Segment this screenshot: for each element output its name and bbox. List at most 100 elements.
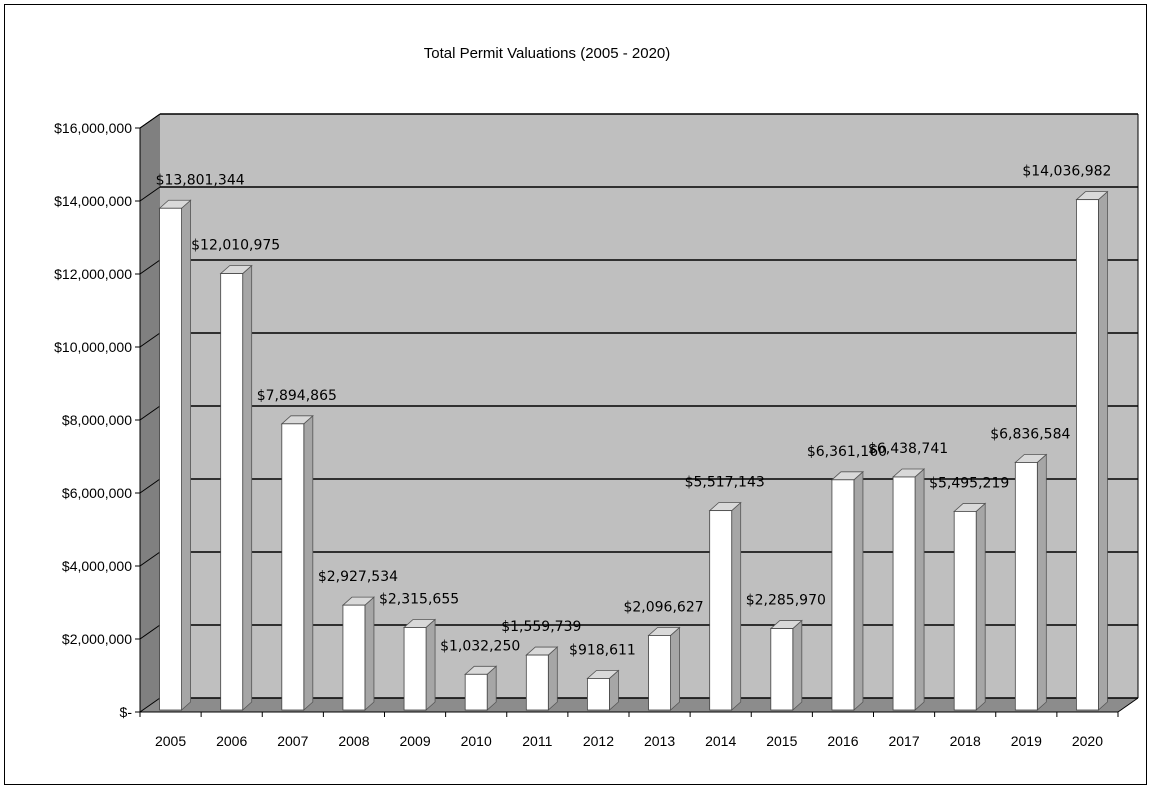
- x-tick-label: 2020: [1072, 733, 1103, 749]
- bar-2018: [953, 502, 987, 711]
- data-label: $1,032,250: [440, 638, 520, 654]
- bar-side: [547, 646, 558, 711]
- bar-side: [731, 501, 742, 711]
- bar-2019: [1014, 453, 1048, 711]
- bar-front: [403, 627, 427, 711]
- bar-side: [1036, 453, 1047, 711]
- bar-2012: [586, 669, 620, 711]
- y-tick-label: $4,000,000: [62, 558, 132, 574]
- bar-side: [670, 626, 680, 711]
- bar-2017: [892, 468, 926, 711]
- bar-2009: [403, 618, 437, 711]
- bar-side: [181, 199, 191, 711]
- data-label: $918,611: [569, 642, 636, 658]
- bars: [158, 190, 1109, 711]
- data-label: $5,517,143: [685, 475, 765, 491]
- x-tick-label: 2015: [766, 733, 797, 749]
- y-tick-label: $6,000,000: [62, 485, 132, 501]
- bar-2020: [1075, 190, 1109, 711]
- x-tick-label: 2013: [644, 733, 675, 749]
- x-tick-label: 2010: [461, 733, 492, 749]
- data-label: $2,096,627: [623, 599, 703, 615]
- gridline-side: [139, 551, 161, 567]
- gridline-side: [139, 332, 161, 348]
- bar-front: [648, 635, 671, 711]
- bar-side: [914, 468, 925, 711]
- y-tick-label: $8,000,000: [62, 412, 132, 428]
- floor: [140, 698, 1138, 712]
- y-tick-label: $12,000,000: [54, 266, 132, 282]
- gridline-side: [139, 624, 161, 640]
- data-label: $13,801,344: [156, 172, 245, 188]
- x-tick-label: 2012: [583, 733, 614, 749]
- bar-front: [892, 476, 916, 711]
- bar-front: [342, 604, 366, 711]
- bar-2006: [219, 264, 253, 711]
- gridline-side: [139, 697, 161, 713]
- gridline-side: [139, 186, 161, 202]
- data-label: $1,559,739: [501, 619, 581, 635]
- y-axis: $- $2,000,000 $4,000,000 $6,000,000 $8,000,0…: [54, 120, 141, 720]
- x-tick-label: 2019: [1011, 733, 1042, 749]
- bar-2008: [341, 596, 375, 711]
- bar-front: [709, 510, 733, 711]
- y-tick-label: $-: [120, 704, 133, 720]
- data-label: $7,894,865: [257, 388, 337, 404]
- y-tick-label: $14,000,000: [54, 193, 132, 209]
- data-label: $5,495,219: [929, 475, 1009, 491]
- floor-edge: [1117, 697, 1139, 713]
- y-tick-label: $2,000,000: [62, 631, 132, 647]
- gridline-side: [139, 405, 161, 421]
- bar-front: [159, 207, 182, 711]
- bar-side: [364, 596, 375, 711]
- bar-side: [1098, 190, 1108, 711]
- bar-2016: [830, 470, 864, 711]
- bar-2007: [280, 414, 314, 711]
- data-labels: $13,801,344 $12,010,975 $7,894,865 $2,927,5…: [156, 164, 1112, 659]
- bar-side: [975, 502, 986, 711]
- wall-edge: [139, 113, 161, 129]
- data-label: $6,836,584: [990, 426, 1070, 442]
- x-tick-label: 2009: [399, 733, 430, 749]
- bar-front: [831, 479, 855, 711]
- data-label: $14,036,982: [1022, 164, 1111, 180]
- bar-front: [220, 273, 244, 711]
- bar-front: [587, 678, 610, 711]
- y-tick-label: $10,000,000: [54, 339, 132, 355]
- x-tick-label: 2006: [216, 733, 247, 749]
- data-label: $2,285,970: [746, 593, 826, 609]
- bar-2015: [769, 619, 803, 711]
- x-tick-label: 2017: [888, 733, 919, 749]
- bar-2013: [647, 626, 681, 711]
- bar-front: [525, 654, 549, 711]
- gridline-side: [139, 478, 161, 494]
- bar-2010: [464, 665, 498, 711]
- gridline-side: [139, 259, 161, 275]
- y-tick-label: $16,000,000: [54, 120, 132, 136]
- data-label: $2,315,655: [379, 591, 459, 607]
- data-label: $12,010,975: [191, 238, 280, 254]
- bar-front: [770, 628, 794, 711]
- x-tick-label: 2016: [827, 733, 858, 749]
- bar-side: [242, 264, 253, 711]
- x-tick-label: 2018: [950, 733, 981, 749]
- bar-side: [792, 619, 803, 711]
- x-tick-label: 2011: [522, 733, 552, 749]
- x-tick-label: 2005: [155, 733, 186, 749]
- bar-2005: [158, 199, 192, 711]
- data-label: $6,361,160: [807, 444, 887, 460]
- bar-front: [1076, 199, 1099, 711]
- data-label: $2,927,534: [318, 569, 398, 585]
- data-label: $6,438,741: [868, 441, 948, 457]
- x-tick-label: 2008: [338, 733, 369, 749]
- x-axis: 2005 2006 2007 2008 2009 2010 2011 2012 2013 2014…: [139, 697, 1139, 749]
- bar-side: [853, 470, 864, 711]
- bar-2014: [708, 501, 742, 711]
- bar-front: [953, 511, 977, 711]
- bar-front: [464, 673, 488, 711]
- bar-side: [303, 414, 314, 711]
- x-tick-label: 2014: [705, 733, 736, 749]
- bar-2011: [525, 646, 559, 711]
- bar-front: [1014, 462, 1038, 711]
